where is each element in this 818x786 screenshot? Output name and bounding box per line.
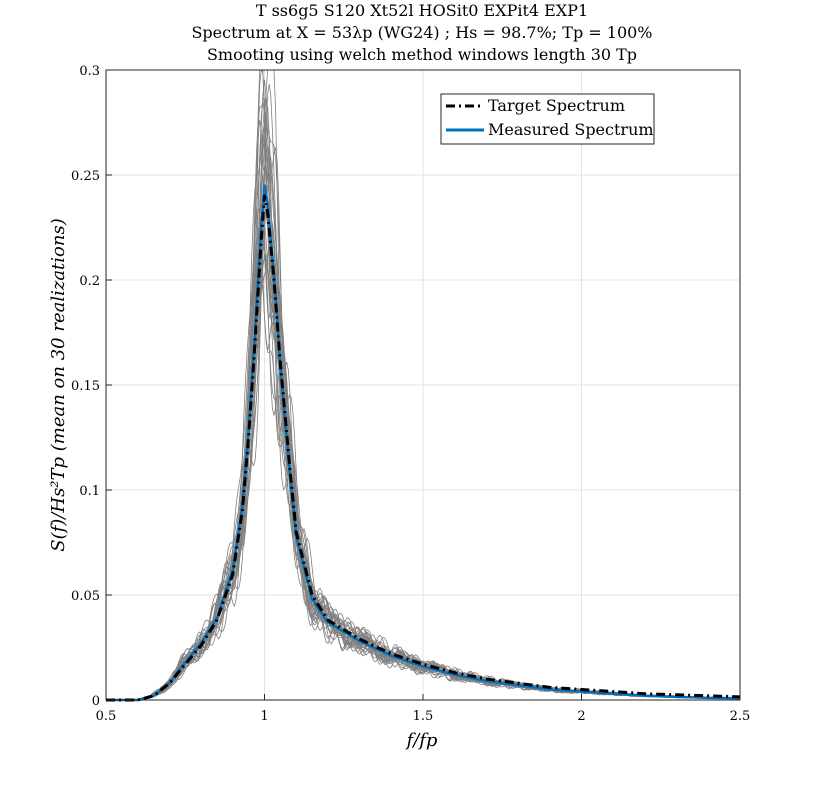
y-tick-label: 0	[92, 694, 100, 709]
x-tick-label: 0.5	[96, 709, 117, 724]
legend-box	[440, 93, 655, 145]
series-group	[106, 184, 741, 702]
y-tick-label: 0.2	[79, 274, 100, 289]
legend: Target Spectrum Measured Spectrum	[440, 93, 655, 145]
chart-title: T ss6g5 S120 Xt52l HOSit0 EXPit4 EXP1 Sp…	[191, 1, 652, 64]
x-tick-label: 1.5	[413, 709, 434, 724]
y-tick-label: 0.25	[71, 169, 100, 184]
y-tick-label: 0.3	[79, 64, 100, 79]
y-tick-label: 0.15	[71, 379, 100, 394]
title-line-3: Smooting using welch method windows leng…	[207, 45, 637, 64]
title-line-1: T ss6g5 S120 Xt52l HOSit0 EXPit4 EXP1	[256, 1, 588, 20]
y-axis-label: S(f)/Hs²Tp (mean on 30 realizations)	[48, 218, 69, 551]
x-tick-label: 2	[577, 709, 585, 724]
x-axis-label: f/fp	[405, 730, 438, 751]
x-tick-label: 2.5	[730, 709, 751, 724]
target-spectrum-line	[106, 194, 741, 702]
ticks: 0.5 1 1.5 2 2.5 0 0.05 0.1 0.15 0.2 0.25 0.3	[71, 64, 750, 724]
x-tick-label: 1	[260, 709, 268, 724]
grid	[105, 69, 741, 701]
y-tick-label: 0.1	[79, 484, 100, 499]
legend-target-label: Target Spectrum	[488, 96, 625, 115]
legend-measured-label: Measured Spectrum	[488, 120, 654, 139]
y-tick-label: 0.05	[71, 589, 100, 604]
title-line-2: Spectrum at X = 53λp (WG24) ; Hs = 98.7%…	[191, 23, 652, 42]
measured-spectrum-line	[106, 184, 741, 702]
